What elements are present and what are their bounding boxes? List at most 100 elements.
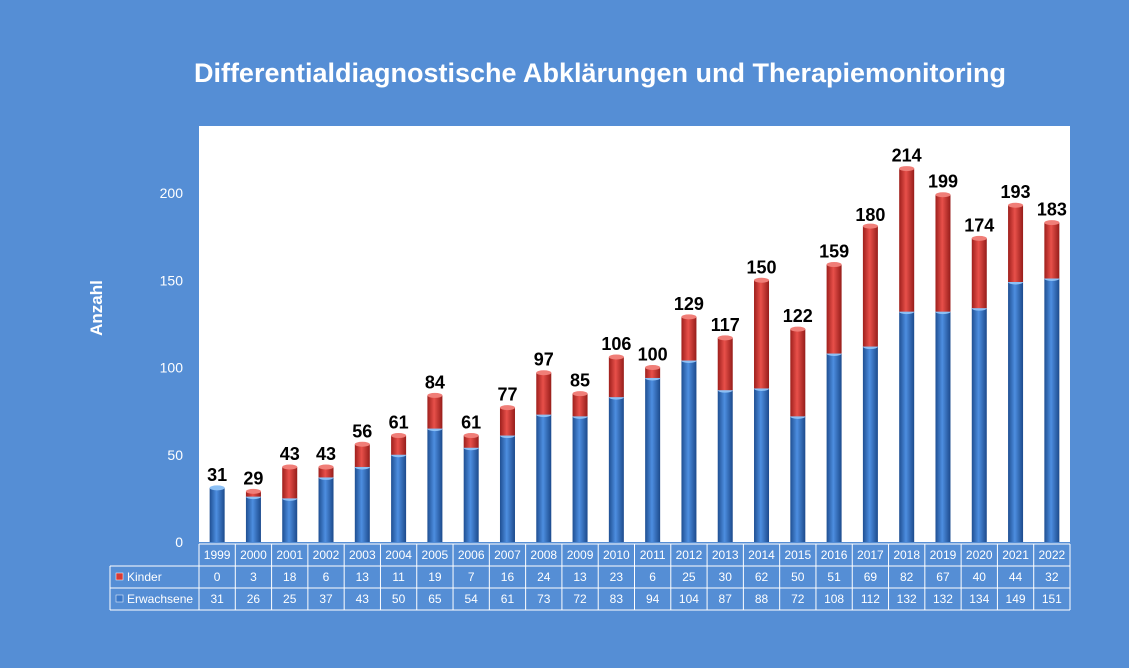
table-cell: 6 <box>649 570 656 584</box>
bar-kinder <box>391 435 407 455</box>
total-label: 199 <box>928 172 958 192</box>
x-tick-label: 2010 <box>603 548 630 562</box>
bar-kinder <box>318 466 334 478</box>
bar-kinder-cap <box>463 433 479 439</box>
x-tick-label: 2018 <box>893 548 920 562</box>
bar-kinder <box>790 329 806 417</box>
bar-erwachsene <box>245 496 261 542</box>
bar-erwachsene <box>645 377 661 542</box>
bar-kinder-cap <box>427 392 443 398</box>
table-cell: 88 <box>755 592 769 606</box>
x-tick-label: 2012 <box>676 548 703 562</box>
x-tick-label: 1999 <box>204 548 231 562</box>
total-label: 180 <box>855 205 885 225</box>
bar-kinder <box>427 395 443 429</box>
total-label: 97 <box>534 350 554 370</box>
x-tick-label: 2007 <box>494 548 521 562</box>
bar-erwachsene <box>391 454 407 542</box>
bar-erwachsene <box>826 353 842 542</box>
total-label: 159 <box>819 242 849 262</box>
table-cell: 65 <box>428 592 442 606</box>
table-cell: 108 <box>824 592 844 606</box>
table-cell: 62 <box>755 570 769 584</box>
x-tick-label: 2003 <box>349 548 376 562</box>
bar-kinder <box>645 367 661 378</box>
bar-erwachsene <box>536 414 552 542</box>
x-tick-label: 2022 <box>1039 548 1066 562</box>
x-tick-label: 2008 <box>530 548 557 562</box>
total-label: 85 <box>570 371 590 391</box>
bar-kinder-cap <box>1008 202 1024 208</box>
bar-erwachsene <box>427 428 443 542</box>
bar-erwachsene <box>282 498 298 542</box>
y-tick-label: 50 <box>167 447 183 463</box>
table-cell: 82 <box>900 570 914 584</box>
table-cell: 40 <box>973 570 987 584</box>
bar-kinder-cap <box>790 326 806 332</box>
table-cell: 134 <box>969 592 989 606</box>
table-cell: 26 <box>247 592 261 606</box>
bar-erwachsene <box>862 346 878 542</box>
bar-erwachsene <box>608 397 624 542</box>
x-tick-label: 2016 <box>821 548 848 562</box>
legend-swatch <box>115 572 124 581</box>
table-cell: 83 <box>610 592 624 606</box>
table-cell: 31 <box>210 592 224 606</box>
x-tick-label: 2000 <box>240 548 267 562</box>
bar-kinder-cap <box>499 405 515 411</box>
y-tick-label: 200 <box>160 185 184 201</box>
y-tick-label: 100 <box>160 360 184 376</box>
x-tick-label: 2005 <box>422 548 449 562</box>
bar-kinder <box>1044 222 1060 279</box>
bar-kinder <box>354 444 370 467</box>
total-label: 29 <box>243 468 263 488</box>
bar-kinder-cap <box>354 441 370 447</box>
bar-kinder <box>899 168 915 312</box>
bar-kinder <box>245 491 261 497</box>
table-cell: 149 <box>1006 592 1026 606</box>
total-label: 31 <box>207 465 227 485</box>
table-cell: 13 <box>356 570 370 584</box>
table-cell: 151 <box>1042 592 1062 606</box>
total-label: 117 <box>711 315 740 335</box>
bar-kinder <box>935 194 951 312</box>
table-cell: 32 <box>1045 570 1059 584</box>
bar-erwachsene <box>209 487 225 542</box>
table-cell: 61 <box>501 592 515 606</box>
table-cell: 0 <box>214 570 221 584</box>
bar-kinder <box>1008 205 1024 282</box>
total-label: 56 <box>352 421 372 441</box>
bar-kinder <box>862 226 878 347</box>
table-cell: 112 <box>861 592 880 606</box>
bar-kinder-cap <box>826 262 842 268</box>
table-cell: 73 <box>537 592 551 606</box>
table-cell: 37 <box>319 592 333 606</box>
table-cell: 23 <box>610 570 624 584</box>
bar-kinder-cap <box>318 464 334 470</box>
bar-erwachsene <box>717 390 733 542</box>
bar-erwachsene <box>935 311 951 542</box>
bar-kinder-cap <box>245 488 261 494</box>
bar-kinder <box>971 238 987 309</box>
legend-swatch <box>115 594 124 603</box>
legend-label: Erwachsene <box>127 592 193 606</box>
x-tick-label: 2011 <box>640 548 666 562</box>
bar-erwachsene <box>499 435 515 542</box>
total-label: 43 <box>316 444 336 464</box>
bar-kinder-cap <box>608 354 624 360</box>
bar-kinder-cap <box>862 223 878 229</box>
bar-kinder <box>681 316 697 361</box>
bar-kinder-cap <box>1044 220 1060 226</box>
bar-kinder-cap <box>282 464 298 470</box>
x-tick-label: 2009 <box>567 548 594 562</box>
table-cell: 6 <box>323 570 330 584</box>
x-tick-label: 2014 <box>748 548 775 562</box>
x-tick-label: 2004 <box>385 548 412 562</box>
bar-erwachsene <box>463 447 479 542</box>
bar-kinder <box>463 435 479 448</box>
x-tick-label: 2021 <box>1002 548 1029 562</box>
total-label: 214 <box>892 146 922 166</box>
bar-erwachsene <box>754 388 770 542</box>
table-cell: 30 <box>719 570 733 584</box>
